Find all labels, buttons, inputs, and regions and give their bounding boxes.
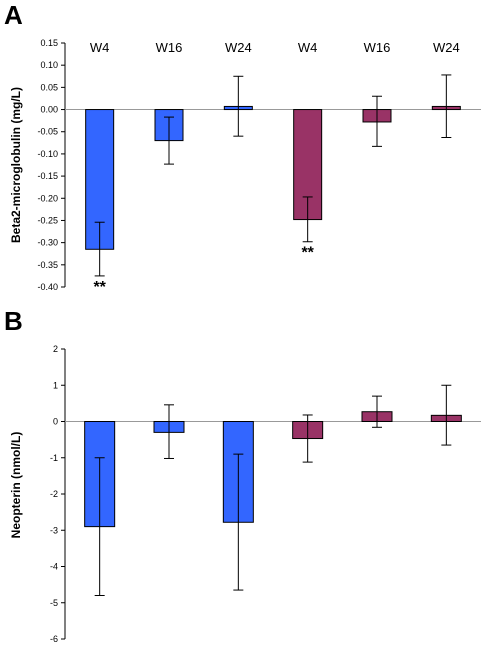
y-tick-label: 1 — [53, 380, 58, 390]
y-tick-label: 0 — [53, 417, 58, 427]
category-label: W16 — [156, 40, 183, 55]
chart-b: 2 1 0 -1 -2 -3 -4 -5 -6 — [50, 344, 481, 644]
y-tick-label: -0.15 — [37, 171, 58, 181]
y-tick-label: -0.25 — [37, 215, 58, 225]
y-tick-label: -4 — [50, 562, 58, 572]
y-tick-label: -3 — [50, 525, 58, 535]
y-tick-label: -0.10 — [37, 149, 58, 159]
y-tick-label: 0.15 — [40, 38, 58, 48]
y-tick-label: 0.00 — [40, 105, 58, 115]
y-tick-label: -2 — [50, 489, 58, 499]
category-label: W24 — [225, 40, 252, 55]
category-label: W24 — [433, 40, 460, 55]
y-tick-label: 0.05 — [40, 82, 58, 92]
y-tick-label: -6 — [50, 634, 58, 644]
y-tick-label: -0.35 — [37, 260, 58, 270]
y-tick-label: -5 — [50, 598, 58, 608]
y-tick-label: 2 — [53, 344, 58, 354]
category-label: W16 — [364, 40, 391, 55]
y-tick-label: -0.20 — [37, 193, 58, 203]
panel-letter-a: A — [4, 0, 23, 30]
panel-letter-b: B — [4, 306, 23, 336]
panel-a-y-axis-label: Beta2-microglobulin (mg/L) — [9, 87, 23, 243]
significance-annotation: ** — [93, 279, 106, 296]
y-tick-label: -1 — [50, 453, 58, 463]
y-tick-label: -0.40 — [37, 282, 58, 292]
y-tick-label: 0.10 — [40, 60, 58, 70]
category-label: W4 — [90, 40, 110, 55]
panel-b-y-axis-label: Neopterin (nmol/L) — [9, 432, 23, 539]
chart-a: 0.15 0.10 0.05 0.00 -0.05 -0.10 -0.15 -0.20 -0.2… — [37, 38, 481, 296]
y-tick-label: -0.30 — [37, 238, 58, 248]
significance-annotation: ** — [301, 245, 314, 262]
category-label: W4 — [298, 40, 318, 55]
y-tick-label: -0.05 — [37, 127, 58, 137]
